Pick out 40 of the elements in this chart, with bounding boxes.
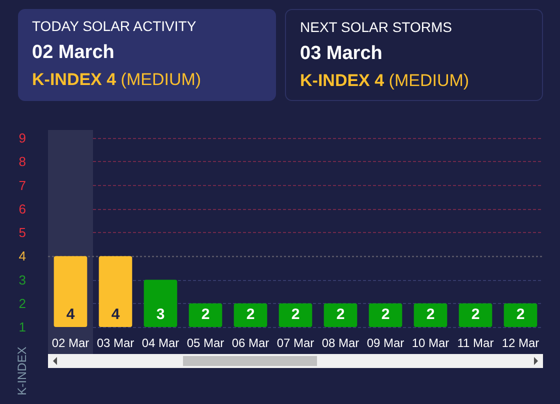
text: (MEDIUM) <box>120 70 202 89</box>
data-label: 2 <box>246 306 255 323</box>
data-label: 2 <box>426 306 435 323</box>
x-tick-label: 07 Mar <box>276 336 314 350</box>
text: 03 March <box>300 43 384 65</box>
y-tick-label: 3 <box>18 272 26 288</box>
y-tick-label: 7 <box>18 178 26 193</box>
x-tick-label: 03 Mar <box>96 336 134 350</box>
y-tick-label: 2 <box>18 296 26 311</box>
data-label: 2 <box>381 306 390 323</box>
y-tick-label: 6 <box>18 201 26 216</box>
data-label: 4 <box>111 306 120 323</box>
data-label: 2 <box>516 306 525 323</box>
x-tick-label: 06 Mar <box>232 336 270 350</box>
data-label: 4 <box>66 306 76 323</box>
text: (MEDIUM) <box>388 71 470 90</box>
data-label: 2 <box>336 306 345 323</box>
text: K-INDEX 4 <box>32 70 116 89</box>
text: TODAY SOLAR ACTIVITY <box>32 18 198 35</box>
data-label: 2 <box>471 306 480 323</box>
x-tick-label: 11 Mar <box>457 336 494 350</box>
data-label: 3 <box>156 306 165 323</box>
y-tick-label: 9 <box>18 130 26 146</box>
text: K-INDEX 4 <box>300 71 384 90</box>
y-axis-title: K-INDEX <box>15 346 29 396</box>
text: 02 March <box>32 42 116 64</box>
y-tick-label: 8 <box>18 154 26 170</box>
x-tick-label: 12 Mar <box>502 336 540 350</box>
data-label: 2 <box>291 306 300 323</box>
x-tick-label: 08 Mar <box>322 336 360 350</box>
x-tick-label: 10 Mar <box>412 336 450 350</box>
x-tick-label: 09 Mar <box>366 336 404 350</box>
x-tick-label: 04 Mar <box>142 336 180 350</box>
data-label: 2 <box>201 306 210 323</box>
x-tick-label: 02 Mar <box>52 336 90 350</box>
y-tick-label: 4 <box>18 248 26 264</box>
y-tick-label: 1 <box>18 320 26 334</box>
text: NEXT SOLAR STORMS <box>300 19 453 36</box>
y-tick-label: 5 <box>18 225 26 240</box>
x-tick-label: 05 Mar <box>186 336 224 350</box>
